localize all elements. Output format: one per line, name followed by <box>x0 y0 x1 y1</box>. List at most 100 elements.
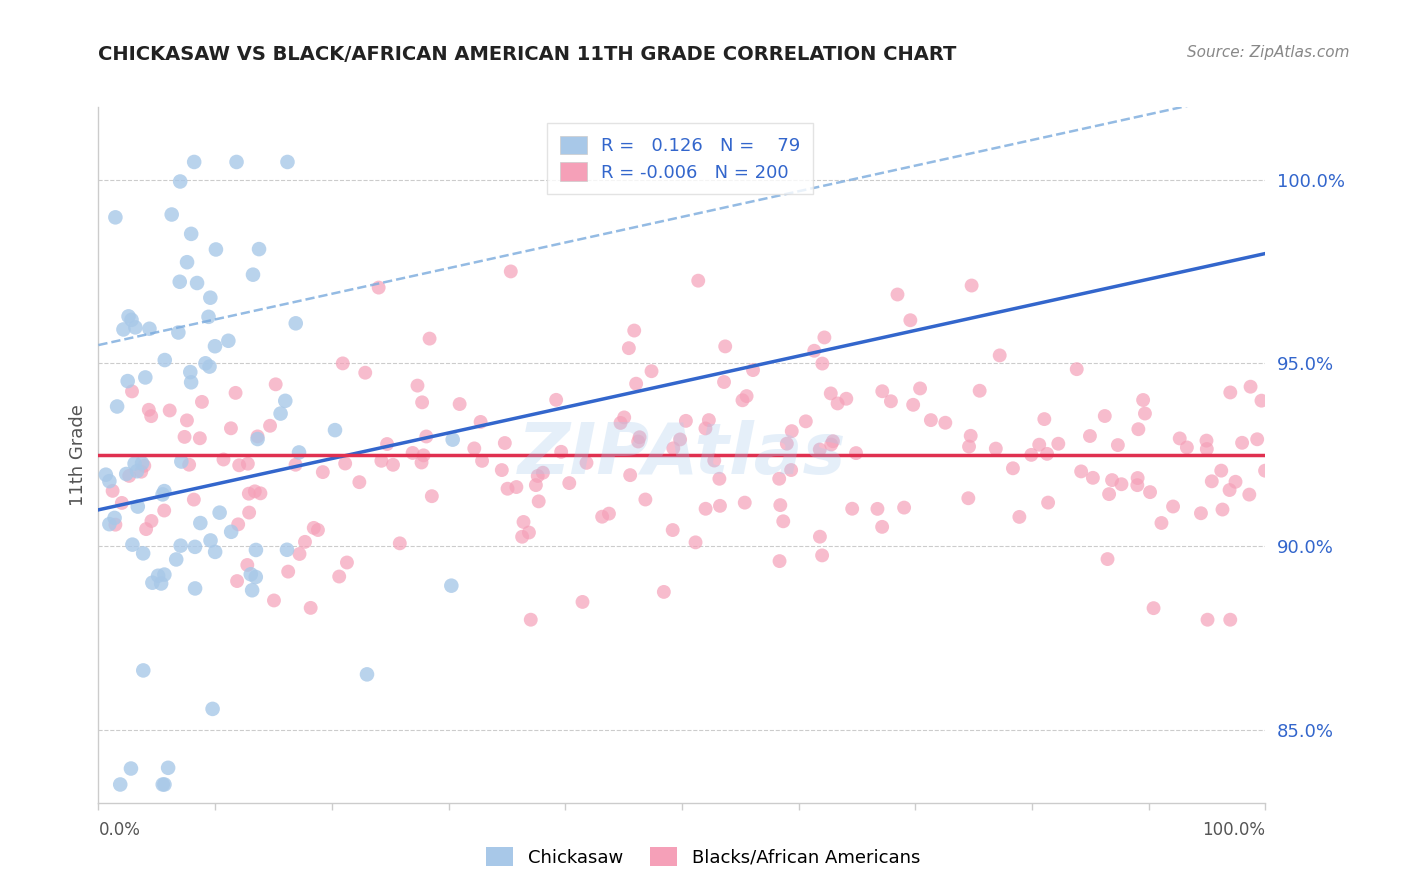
Point <box>263 593 285 607</box>
Point <box>619 468 641 483</box>
Text: ZIPAtlas: ZIPAtlas <box>517 420 846 490</box>
Point <box>141 514 163 528</box>
Point <box>240 583 263 598</box>
Point <box>284 316 307 330</box>
Point <box>167 326 190 340</box>
Point <box>512 515 534 529</box>
Point <box>491 463 513 477</box>
Point <box>1239 380 1261 394</box>
Point <box>1201 475 1223 489</box>
Point <box>132 664 155 678</box>
Point <box>835 392 858 406</box>
Point <box>988 348 1011 362</box>
Point <box>243 484 266 499</box>
Point <box>1070 464 1092 478</box>
Point <box>893 500 915 515</box>
Point <box>201 702 224 716</box>
Point <box>1139 485 1161 500</box>
Point <box>494 436 516 450</box>
Point <box>934 416 956 430</box>
Point <box>820 437 842 451</box>
Point <box>188 516 211 530</box>
Point <box>531 466 554 480</box>
Point <box>1008 509 1031 524</box>
Point <box>188 431 211 445</box>
Point <box>200 291 222 305</box>
Point <box>294 534 316 549</box>
Point <box>870 520 893 534</box>
Point <box>920 413 942 427</box>
Point <box>239 567 262 582</box>
Point <box>138 322 160 336</box>
Point <box>186 276 208 290</box>
Point <box>1195 434 1218 448</box>
Point <box>1126 471 1149 485</box>
Point <box>121 538 143 552</box>
Point <box>969 384 991 398</box>
Point <box>225 385 247 400</box>
Point <box>153 503 176 517</box>
Point <box>1168 432 1191 446</box>
Point <box>1132 392 1154 407</box>
Point <box>1028 438 1050 452</box>
Point <box>198 359 221 374</box>
Point <box>510 530 533 544</box>
Point <box>302 521 325 535</box>
Point <box>772 514 794 528</box>
Point <box>101 483 124 498</box>
Point <box>226 574 249 588</box>
Point <box>1254 464 1277 478</box>
Point <box>1219 483 1241 497</box>
Point <box>332 356 354 370</box>
Point <box>811 549 834 563</box>
Point <box>208 506 231 520</box>
Point <box>238 486 260 500</box>
Point <box>803 343 825 358</box>
Point <box>627 434 650 449</box>
Point <box>1036 495 1059 509</box>
Point <box>157 761 180 775</box>
Point <box>731 393 754 408</box>
Point <box>808 530 831 544</box>
Point <box>98 517 121 532</box>
Point <box>141 575 163 590</box>
Legend: Chickasaw, Blacks/African Americans: Chickasaw, Blacks/African Americans <box>479 840 927 874</box>
Point <box>613 410 636 425</box>
Point <box>1107 438 1129 452</box>
Point <box>138 402 160 417</box>
Point <box>1126 478 1149 492</box>
Point <box>204 339 226 353</box>
Point <box>276 155 298 169</box>
Point <box>259 418 281 433</box>
Point <box>713 375 735 389</box>
Point <box>104 211 127 225</box>
Point <box>354 366 377 380</box>
Point <box>401 446 423 460</box>
Point <box>1150 516 1173 530</box>
Point <box>226 517 249 532</box>
Point <box>634 492 657 507</box>
Point <box>146 568 169 582</box>
Point <box>768 554 790 568</box>
Point <box>984 442 1007 456</box>
Point <box>959 429 981 443</box>
Point <box>471 454 494 468</box>
Point <box>121 384 143 399</box>
Point <box>776 436 799 450</box>
Point <box>228 458 250 473</box>
Point <box>375 437 398 451</box>
Point <box>505 480 527 494</box>
Point <box>129 465 152 479</box>
Point <box>768 472 790 486</box>
Point <box>191 395 214 409</box>
Point <box>179 365 201 379</box>
Point <box>499 264 522 278</box>
Point <box>1189 506 1212 520</box>
Point <box>236 457 259 471</box>
Point <box>153 777 176 791</box>
Point <box>1219 385 1241 400</box>
Point <box>169 275 191 289</box>
Point <box>219 524 242 539</box>
Point <box>1211 502 1233 516</box>
Point <box>709 499 731 513</box>
